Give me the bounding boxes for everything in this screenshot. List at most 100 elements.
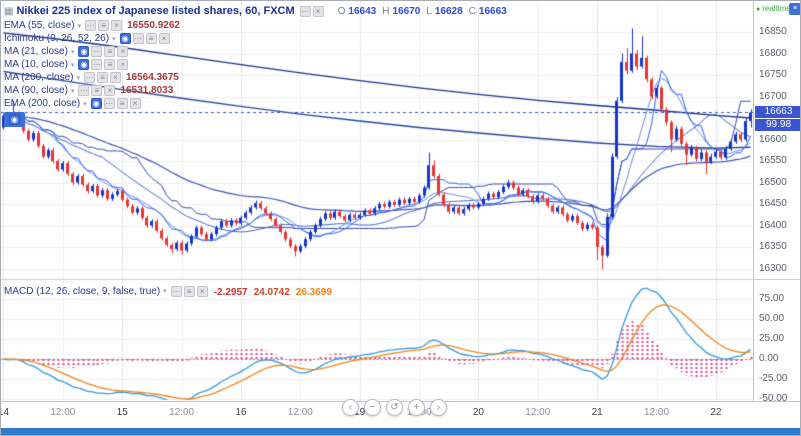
dots-icon[interactable]: ⋯ <box>103 98 115 109</box>
indicator-value: 16531.8033 <box>120 85 174 96</box>
eye-icon[interactable]: ◉ <box>9 114 20 125</box>
macd-axis-label: 75.00 <box>759 293 785 304</box>
close-icon[interactable]: × <box>111 20 123 31</box>
indicator-legend-row[interactable]: Ichimoku (9, 26, 52, 26) ▾ ◉ ⋯ ≡ × <box>4 32 507 45</box>
symbol-title: Nikkei 225 index of Japanese listed shar… <box>16 5 295 17</box>
macd-legend-row[interactable]: MACD (12, 26, close, 9, false, true) ▾ ⋯… <box>4 282 332 300</box>
low-value: 16628 <box>434 5 463 17</box>
dots-icon[interactable]: ⋯ <box>170 285 182 297</box>
price-axis-label: 16800 <box>759 47 787 59</box>
indicator-value: 16550.9262 <box>127 20 180 31</box>
time-axis-label: 12:00 <box>169 407 195 418</box>
indicator-value: 16564.3675 <box>126 72 179 83</box>
menu-icon[interactable]: ≡ <box>104 46 116 57</box>
realtime-dot-icon: ● <box>756 6 761 13</box>
time-axis-label: 16 <box>235 407 247 418</box>
chevron-down-icon[interactable]: ▾ <box>83 100 87 108</box>
low-label: L <box>426 5 432 17</box>
dots-icon[interactable]: ⋯ <box>91 46 103 57</box>
current-price-badge: 16663 <box>755 106 800 118</box>
open-value: 16643 <box>348 5 377 17</box>
price-axis-label: 16550 <box>759 155 787 166</box>
chevron-down-icon[interactable]: ▾ <box>76 74 80 82</box>
indicator-legend-row[interactable]: MA (200, close) ▾ ⋯ ≡ × 16564.3675 <box>4 71 507 84</box>
dots-icon[interactable]: ⋯ <box>91 59 103 70</box>
open-label: O <box>337 5 346 17</box>
macd-value: 24.0742 <box>253 287 290 298</box>
close-icon[interactable]: × <box>312 5 324 17</box>
scroll-right-button[interactable]: › <box>430 399 447 416</box>
menu-icon[interactable]: ≡ <box>183 285 195 297</box>
menu-icon[interactable]: ≡ <box>145 33 157 44</box>
indicator-legend-row[interactable]: ◉ <box>4 112 25 127</box>
indicator-legend-row[interactable]: EMA (200, close) ▾ ◉ ⋯ ≡ × <box>4 97 507 110</box>
macd-values: -2.2957 24.0742 26.3699 <box>208 282 332 300</box>
dots-icon[interactable]: ⋯ <box>132 33 144 44</box>
indicator-legend-row[interactable]: MA (21, close) ▾ ◉ ⋯ ≡ × <box>4 45 507 58</box>
close-icon[interactable]: × <box>129 98 141 109</box>
scroll-left-button[interactable]: ‹ <box>342 399 359 416</box>
dots-icon[interactable]: ⋯ <box>85 20 97 31</box>
chevron-down-icon[interactable]: ▾ <box>77 22 82 30</box>
close-icon[interactable]: × <box>158 33 170 44</box>
eye-icon[interactable]: ◉ <box>119 33 131 44</box>
price-axis-label: 16850 <box>759 26 787 37</box>
indicator-rows: EMA (55, close) ▾ ⋯ ≡ × 16550.9262 Ichimoku (9… <box>4 19 507 127</box>
macd-axis-label: 0.00 <box>759 353 779 364</box>
chevron-down-icon[interactable]: ▾ <box>70 87 75 95</box>
eye-icon[interactable]: ◉ <box>78 46 90 57</box>
indicator-legend-row[interactable]: MA (90, close) ▾ ⋯ ≡ × 16531.8033 <box>4 84 507 97</box>
time-axis-label: 12:00 <box>525 407 551 418</box>
chevron-down-icon[interactable]: ▾ <box>163 288 167 295</box>
menu-icon[interactable]: ≡ <box>98 20 110 31</box>
high-label: H <box>382 5 390 17</box>
indicator-legend-row[interactable]: EMA (55, close) ▾ ⋯ ≡ × 16550.9262 <box>4 19 507 32</box>
eye-icon[interactable]: ◉ <box>90 98 102 109</box>
eye-icon[interactable]: ◉ <box>78 59 90 70</box>
dots-icon[interactable]: ⋯ <box>84 72 95 83</box>
zoom-out-button[interactable]: − <box>364 399 381 416</box>
panel-toggle-button[interactable]: ≡ <box>789 3 800 15</box>
indicator-label: EMA (55, close) <box>4 20 75 31</box>
menu-icon[interactable]: ≡ <box>97 72 108 83</box>
menu-icon[interactable]: ≡ <box>116 98 128 109</box>
menu-icon[interactable]: ≡ <box>104 59 116 70</box>
close-icon[interactable]: × <box>117 46 129 57</box>
close-icon[interactable]: × <box>110 72 121 83</box>
chevron-down-icon[interactable]: ▾ <box>70 61 75 69</box>
symbol-legend-row[interactable]: ▦ Nikkei 225 index of Japanese listed sh… <box>4 3 507 19</box>
macd-value: -2.2957 <box>213 287 248 298</box>
chevron-down-icon[interactable]: ▾ <box>112 35 116 43</box>
price-axis-label: 16450 <box>759 198 787 209</box>
reset-view-button[interactable]: ↺ <box>386 399 403 416</box>
zoom-in-button[interactable]: + <box>408 399 425 416</box>
price-axis-label: 16700 <box>759 90 787 102</box>
chart-nav-controls: ‹ − ↺ + › <box>342 399 447 416</box>
close-icon[interactable]: × <box>104 85 116 96</box>
chevron-down-icon[interactable]: ▾ <box>70 48 75 56</box>
macd-axis-label: -50.00 <box>759 393 788 404</box>
close-label: C <box>468 5 476 17</box>
macd-axis-label: 50.00 <box>759 313 785 324</box>
time-axis-label: 22 <box>710 407 722 418</box>
dots-icon[interactable]: ⋯ <box>299 5 311 17</box>
dots-icon[interactable]: ⋯ <box>78 85 90 96</box>
close-value: 16663 <box>478 5 507 17</box>
close-icon[interactable]: × <box>117 59 129 70</box>
indicator-legend: ▦ Nikkei 225 index of Japanese listed sh… <box>4 3 507 127</box>
macd-axis-label: -25.00 <box>759 373 788 384</box>
price-axis-label: 16350 <box>759 241 787 252</box>
price-axis-label: 16500 <box>759 176 787 188</box>
time-axis-label: 20 <box>472 407 484 418</box>
price-secondary-badge: 99.98 <box>755 119 800 131</box>
time-axis-label: 15 <box>116 407 128 418</box>
price-axis[interactable]: ● realtime ≡ 16663 99.98 16850 16800 16750 1… <box>753 1 800 404</box>
menu-icon[interactable]: ≡ <box>91 85 103 96</box>
close-icon[interactable]: × <box>196 285 208 297</box>
ohlc-readout: O 16643 H 16670 L 16628 C 16663 <box>332 6 507 17</box>
indicator-legend-row[interactable]: MA (10, close) ▾ ◉ ⋯ ≡ × <box>4 58 507 71</box>
indicator-label: Ichimoku (9, 26, 52, 26) <box>4 33 110 44</box>
high-value: 16670 <box>392 5 421 17</box>
indicator-label: MA (200, close) <box>4 72 74 83</box>
realtime-badge: ● realtime <box>756 4 791 13</box>
